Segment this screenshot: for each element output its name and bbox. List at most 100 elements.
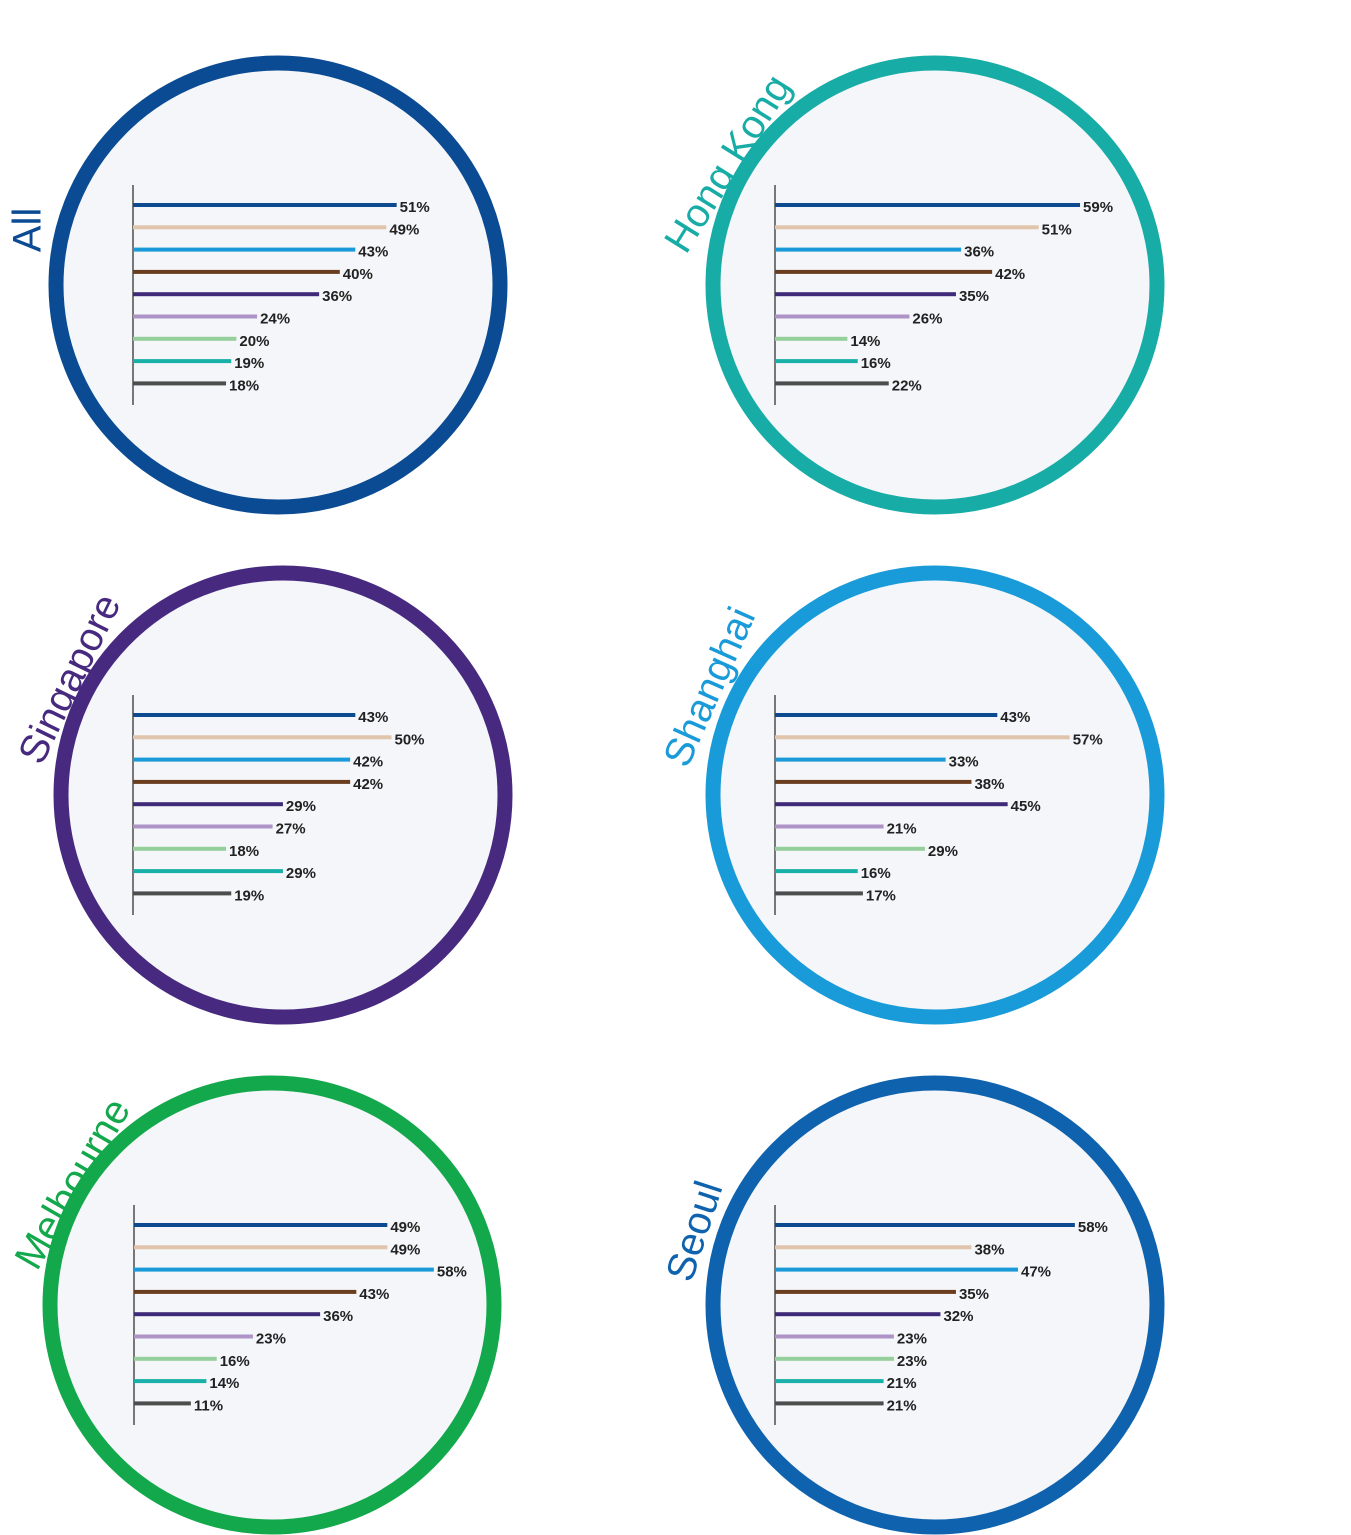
bar [775, 1267, 1018, 1272]
value-label: 40% [343, 266, 373, 283]
bar [134, 1356, 217, 1361]
bar [133, 713, 356, 717]
globe [42, 1075, 502, 1535]
bar [775, 1401, 884, 1406]
bar [775, 713, 998, 717]
bar [133, 292, 320, 297]
value-label: 14% [850, 333, 880, 350]
value-label: 42% [353, 776, 383, 793]
value-label: 24% [260, 310, 290, 327]
value-label: 43% [358, 244, 388, 261]
bar [775, 846, 925, 851]
value-label: 43% [359, 1286, 389, 1303]
value-label: 29% [286, 798, 316, 815]
value-label: 27% [276, 820, 306, 837]
globe [705, 1075, 1165, 1535]
bar [775, 824, 884, 829]
globe [705, 55, 1165, 515]
bar [775, 1379, 884, 1384]
bar [775, 1356, 894, 1361]
globe [705, 565, 1165, 1025]
value-label: 21% [887, 820, 917, 837]
bar [134, 1289, 357, 1294]
value-label: 20% [239, 333, 269, 350]
value-label: 36% [322, 288, 352, 305]
bar [775, 1289, 956, 1294]
bar [134, 1334, 253, 1339]
bar [133, 247, 356, 252]
value-label: 11% [194, 1397, 223, 1414]
bar [775, 381, 889, 386]
value-label: 16% [861, 865, 891, 882]
bar [134, 1379, 207, 1384]
value-label: 21% [887, 1397, 917, 1414]
bar [775, 1334, 894, 1339]
bar [133, 381, 227, 386]
panel-title: All [6, 208, 50, 252]
bar [134, 1223, 388, 1227]
bar [133, 891, 232, 896]
panel: Seoul 58%38%47%35%32%23%23%21%21% [658, 1075, 1165, 1535]
value-label: 22% [892, 377, 922, 394]
value-label: 59% [1083, 199, 1113, 216]
bar [133, 846, 227, 851]
value-label: 43% [358, 709, 388, 726]
bar [134, 1312, 321, 1317]
panel: Hong Kong 59%51%36%42%35%26%14%16%22% [656, 55, 1165, 515]
bar [133, 824, 273, 829]
value-label: 58% [437, 1264, 467, 1281]
bar [134, 1401, 191, 1406]
value-label: 47% [1021, 1264, 1051, 1281]
bar [133, 336, 237, 341]
bar [775, 359, 858, 364]
value-label: 58% [1078, 1219, 1108, 1236]
value-label: 33% [949, 754, 979, 771]
value-label: 18% [229, 377, 259, 394]
panel: Singapore 43%50%42%42%29%27%18%29%19% [10, 565, 513, 1025]
value-label: 17% [866, 887, 896, 904]
value-label: 36% [323, 1308, 353, 1325]
value-label: 19% [234, 355, 264, 372]
value-label: 43% [1000, 709, 1030, 726]
bar [775, 203, 1081, 207]
value-label: 16% [861, 355, 891, 372]
bar [133, 225, 387, 230]
bar [133, 757, 351, 762]
value-label: 57% [1073, 731, 1103, 748]
panel: Shanghai 43%57%33%38%45%21%29%16%17% [655, 565, 1165, 1025]
value-label: 49% [390, 1219, 420, 1236]
value-label: 38% [974, 1241, 1004, 1258]
bar [775, 1245, 972, 1250]
bar [133, 735, 392, 740]
value-label: 51% [400, 199, 430, 216]
value-label: 29% [286, 865, 316, 882]
value-label: 36% [964, 244, 994, 261]
value-label: 35% [959, 288, 989, 305]
value-label: 23% [256, 1330, 286, 1347]
bar [775, 779, 972, 784]
bar [775, 802, 1008, 807]
value-label: 29% [928, 843, 958, 860]
value-label: 23% [897, 1330, 927, 1347]
value-label: 16% [220, 1353, 250, 1370]
bar [134, 1245, 388, 1250]
value-label: 18% [229, 843, 259, 860]
bar [133, 314, 258, 319]
value-label: 42% [995, 266, 1025, 283]
value-label: 45% [1011, 798, 1041, 815]
bar [133, 359, 232, 364]
bar [775, 757, 946, 762]
bar [775, 1312, 941, 1317]
bar [134, 1267, 434, 1272]
bar [775, 869, 858, 874]
value-label: 14% [209, 1375, 239, 1392]
globe [53, 565, 513, 1025]
panel: Melbourne 49%49%58%43%36%23%16%14%11% [7, 1075, 502, 1535]
bar [775, 1223, 1075, 1227]
value-label: 35% [959, 1286, 989, 1303]
value-label: 51% [1042, 221, 1072, 238]
value-label: 49% [390, 1241, 420, 1258]
bar [775, 225, 1039, 230]
